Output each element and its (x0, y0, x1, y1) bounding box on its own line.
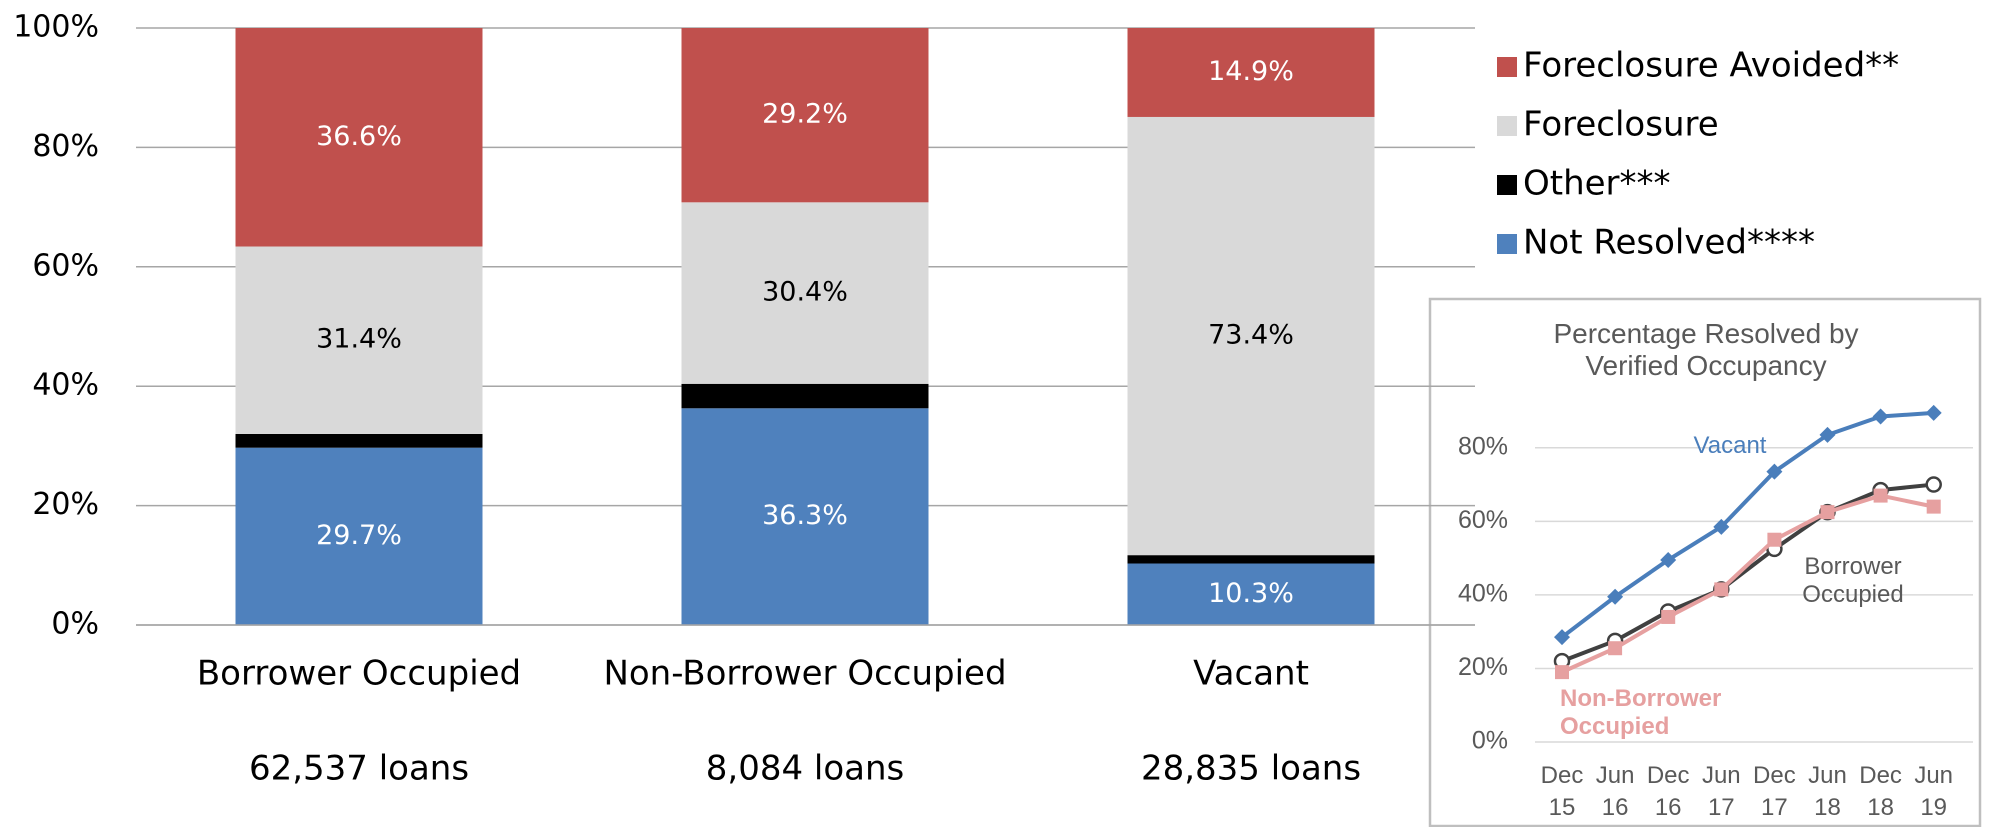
x-tick-label: Vacant (1193, 654, 1309, 694)
marker (1873, 488, 1888, 503)
x-tick-label: Jun 18 (1808, 762, 1847, 821)
inset-title: Percentage Resolved by Verified Occupanc… (1553, 318, 1859, 382)
bar-segment (1127, 116, 1375, 556)
marker (1554, 629, 1570, 646)
series-label: Non-Borrower Occupied (1560, 685, 1722, 740)
y-tick-label: 80% (32, 129, 99, 164)
marker (1714, 582, 1729, 597)
marker (1607, 588, 1624, 605)
bar-segment (1127, 563, 1375, 625)
legend-label: Other*** (1523, 164, 1671, 204)
line (1561, 493, 1935, 674)
legend-swatch (1497, 234, 1517, 254)
line (1561, 482, 1934, 663)
series-label: Borrower Occupied (1802, 553, 1904, 608)
y-tick-label: 0% (1472, 727, 1508, 755)
legend-label: Not Resolved**** (1523, 223, 1815, 263)
bar-segment (235, 447, 483, 625)
bar-segment (1127, 28, 1375, 117)
x-tick-label: Dec 16 (1646, 762, 1690, 821)
marker (1767, 532, 1782, 547)
value-label: 29.7% (316, 520, 402, 551)
x-tick-label: Borrower Occupied (197, 654, 521, 694)
bar-segment (235, 246, 483, 434)
bar-segment (1127, 555, 1375, 564)
legend-label: Foreclosure Avoided** (1523, 46, 1899, 86)
marker (1766, 463, 1783, 480)
legend-swatch (1497, 57, 1517, 77)
legend-swatch (1497, 116, 1517, 136)
marker (1608, 641, 1623, 656)
x-tick-label: Non-Borrower Occupied (603, 654, 1006, 694)
x-tick-label: Dec 17 (1753, 762, 1796, 821)
marker (1660, 551, 1677, 568)
x-tick-label: Dec 18 (1859, 762, 1902, 821)
category-note: 28,835 loans (1141, 749, 1361, 789)
bar-segment (681, 202, 929, 384)
legend-label: Foreclosure (1523, 105, 1719, 145)
bar-segment (235, 433, 483, 448)
value-label: 30.4% (762, 277, 848, 308)
y-tick-label: 100% (13, 10, 99, 45)
bar-segment (681, 383, 929, 409)
category-note: 62,537 loans (249, 749, 469, 789)
y-tick-label: 0% (51, 607, 99, 642)
marker (1872, 408, 1889, 425)
series-label: Vacant (1693, 432, 1767, 459)
value-label: 36.3% (762, 500, 848, 531)
value-label: 31.4% (316, 324, 402, 355)
value-label: 14.9% (1208, 56, 1294, 87)
y-tick-label: 20% (32, 487, 99, 522)
value-label: 36.6% (316, 121, 402, 152)
x-tick-label: Dec 15 (1540, 762, 1584, 821)
marker (1925, 404, 1942, 421)
value-label: 73.4% (1208, 320, 1294, 351)
marker (1713, 518, 1730, 535)
y-tick-label: 40% (1458, 579, 1508, 607)
y-tick-label: 40% (32, 368, 99, 403)
marker (1661, 609, 1676, 624)
x-tick-label: Jun 16 (1595, 762, 1635, 821)
marker (1925, 476, 1942, 493)
marker (1555, 665, 1569, 680)
x-tick-label: Jun 19 (1914, 762, 1954, 821)
legend-swatch (1497, 175, 1517, 195)
bar-segment (681, 408, 929, 625)
category-note: 8,084 loans (706, 749, 905, 789)
x-tick-label: Jun 17 (1701, 762, 1741, 821)
bar-segment (235, 28, 483, 247)
marker (1820, 505, 1835, 520)
value-label: 10.3% (1208, 578, 1294, 609)
value-label: 29.2% (762, 99, 848, 130)
y-tick-label: 80% (1458, 432, 1508, 460)
y-tick-label: 60% (1458, 506, 1508, 534)
y-tick-label: 60% (32, 248, 99, 283)
bar-segment (681, 28, 929, 203)
y-tick-label: 20% (1458, 653, 1508, 681)
line (1560, 410, 1934, 639)
marker (1926, 499, 1941, 514)
marker (1819, 426, 1836, 443)
inset-frame (1428, 297, 1982, 827)
